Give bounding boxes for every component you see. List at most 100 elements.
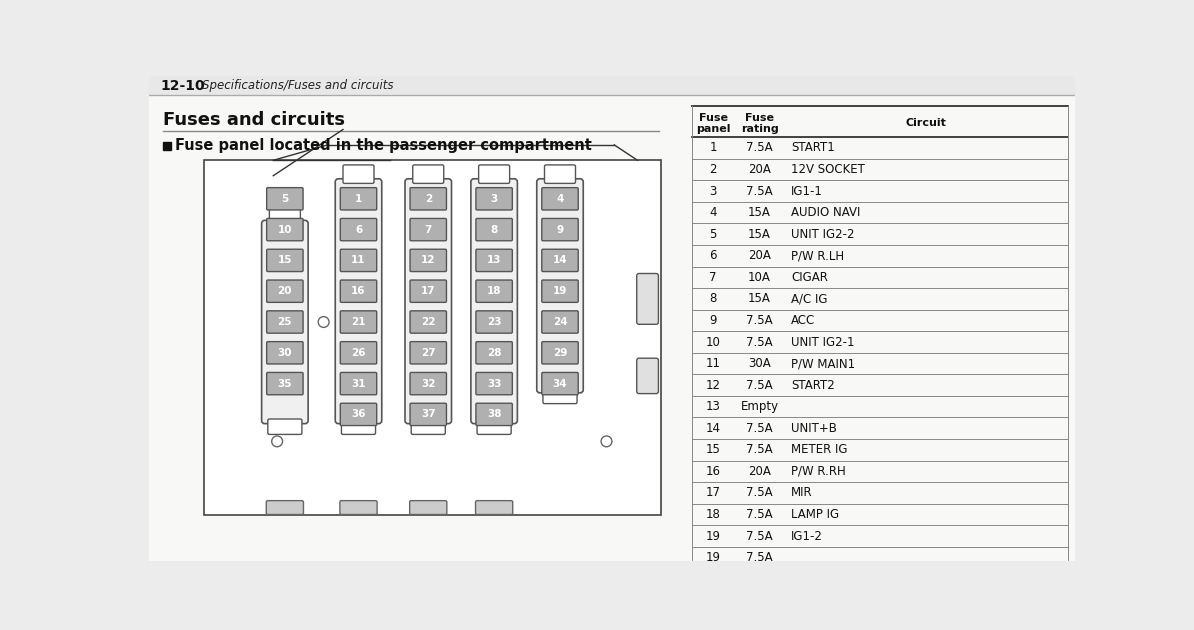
Text: 27: 27: [421, 348, 436, 358]
FancyBboxPatch shape: [266, 249, 303, 272]
Text: 7.5A: 7.5A: [746, 142, 773, 154]
FancyBboxPatch shape: [411, 419, 445, 435]
Text: Fuse
rating: Fuse rating: [740, 113, 778, 134]
Circle shape: [272, 436, 283, 447]
FancyBboxPatch shape: [478, 419, 511, 435]
Text: 2: 2: [709, 163, 716, 176]
FancyBboxPatch shape: [544, 165, 576, 183]
Bar: [149, 76, 1075, 95]
FancyBboxPatch shape: [340, 249, 377, 272]
FancyBboxPatch shape: [476, 311, 512, 333]
Text: 3: 3: [491, 194, 498, 203]
FancyBboxPatch shape: [266, 280, 303, 302]
Text: 7.5A: 7.5A: [746, 421, 773, 435]
Text: MIR: MIR: [790, 486, 813, 500]
Text: 15A: 15A: [749, 227, 771, 241]
Text: 7.5A: 7.5A: [746, 486, 773, 500]
Text: 38: 38: [487, 410, 501, 420]
Text: 15A: 15A: [749, 206, 771, 219]
Text: 19: 19: [706, 530, 720, 542]
FancyBboxPatch shape: [476, 280, 512, 302]
Text: Fuse
panel: Fuse panel: [696, 113, 731, 134]
Text: Specifications/Fuses and circuits: Specifications/Fuses and circuits: [202, 79, 394, 92]
FancyBboxPatch shape: [476, 188, 512, 210]
FancyBboxPatch shape: [636, 358, 658, 394]
Text: 7.5A: 7.5A: [746, 185, 773, 198]
Text: 36: 36: [351, 410, 365, 420]
FancyBboxPatch shape: [476, 372, 512, 395]
Text: 13: 13: [487, 255, 501, 265]
FancyBboxPatch shape: [476, 249, 512, 272]
FancyBboxPatch shape: [542, 188, 578, 210]
Text: UNIT IG2-1: UNIT IG2-1: [790, 336, 855, 348]
Text: 37: 37: [421, 410, 436, 420]
Text: 16: 16: [706, 465, 720, 478]
Text: Empty: Empty: [740, 400, 778, 413]
FancyBboxPatch shape: [475, 501, 512, 515]
Text: P/W R.LH: P/W R.LH: [790, 249, 844, 262]
FancyBboxPatch shape: [266, 188, 303, 210]
FancyBboxPatch shape: [270, 207, 301, 225]
FancyBboxPatch shape: [410, 249, 447, 272]
FancyBboxPatch shape: [410, 311, 447, 333]
FancyBboxPatch shape: [542, 372, 578, 395]
Text: 7.5A: 7.5A: [746, 314, 773, 327]
Text: 25: 25: [278, 317, 293, 327]
Text: 24: 24: [553, 317, 567, 327]
Bar: [203, 160, 660, 515]
FancyBboxPatch shape: [476, 341, 512, 364]
Text: METER IG: METER IG: [790, 444, 848, 456]
FancyBboxPatch shape: [542, 311, 578, 333]
Text: 23: 23: [487, 317, 501, 327]
Text: START1: START1: [790, 142, 835, 154]
Text: 8: 8: [709, 292, 716, 306]
Text: 15: 15: [278, 255, 293, 265]
Text: 3: 3: [709, 185, 716, 198]
Text: Fuse panel located in the passenger compartment: Fuse panel located in the passenger comp…: [174, 138, 592, 153]
FancyBboxPatch shape: [543, 388, 577, 404]
Text: IG1-1: IG1-1: [790, 185, 823, 198]
FancyBboxPatch shape: [413, 165, 444, 183]
FancyBboxPatch shape: [410, 403, 447, 426]
Text: 10A: 10A: [749, 271, 771, 284]
Text: 1: 1: [709, 142, 716, 154]
Text: 12-10: 12-10: [160, 79, 204, 93]
Text: P/W MAIN1: P/W MAIN1: [790, 357, 855, 370]
Text: 21: 21: [351, 317, 365, 327]
Text: Fuses and circuits: Fuses and circuits: [164, 112, 345, 129]
Text: 18: 18: [706, 508, 720, 521]
FancyBboxPatch shape: [410, 372, 447, 395]
Text: 7.5A: 7.5A: [746, 530, 773, 542]
FancyBboxPatch shape: [266, 311, 303, 333]
FancyBboxPatch shape: [340, 341, 377, 364]
Text: 6: 6: [709, 249, 716, 262]
FancyBboxPatch shape: [261, 220, 308, 423]
Text: 34: 34: [553, 379, 567, 389]
Text: ACC: ACC: [790, 314, 816, 327]
Text: 20A: 20A: [749, 249, 771, 262]
FancyBboxPatch shape: [267, 419, 302, 435]
Text: 7: 7: [425, 225, 432, 234]
FancyBboxPatch shape: [340, 403, 377, 426]
Text: 8: 8: [491, 225, 498, 234]
Bar: [164, 142, 171, 149]
FancyBboxPatch shape: [542, 280, 578, 302]
Text: UNIT+B: UNIT+B: [790, 421, 837, 435]
FancyBboxPatch shape: [340, 280, 377, 302]
Text: 19: 19: [553, 286, 567, 296]
Text: CIGAR: CIGAR: [790, 271, 827, 284]
Text: 29: 29: [553, 348, 567, 358]
FancyBboxPatch shape: [266, 372, 303, 395]
Text: AUDIO NAVI: AUDIO NAVI: [790, 206, 861, 219]
Text: 20: 20: [278, 286, 293, 296]
Text: 15A: 15A: [749, 292, 771, 306]
Text: 9: 9: [556, 225, 564, 234]
Text: 14: 14: [706, 421, 720, 435]
Text: 11: 11: [351, 255, 365, 265]
FancyBboxPatch shape: [410, 341, 447, 364]
FancyBboxPatch shape: [410, 219, 447, 241]
FancyBboxPatch shape: [537, 179, 583, 393]
FancyBboxPatch shape: [542, 219, 578, 241]
FancyBboxPatch shape: [340, 501, 377, 515]
FancyBboxPatch shape: [476, 403, 512, 426]
